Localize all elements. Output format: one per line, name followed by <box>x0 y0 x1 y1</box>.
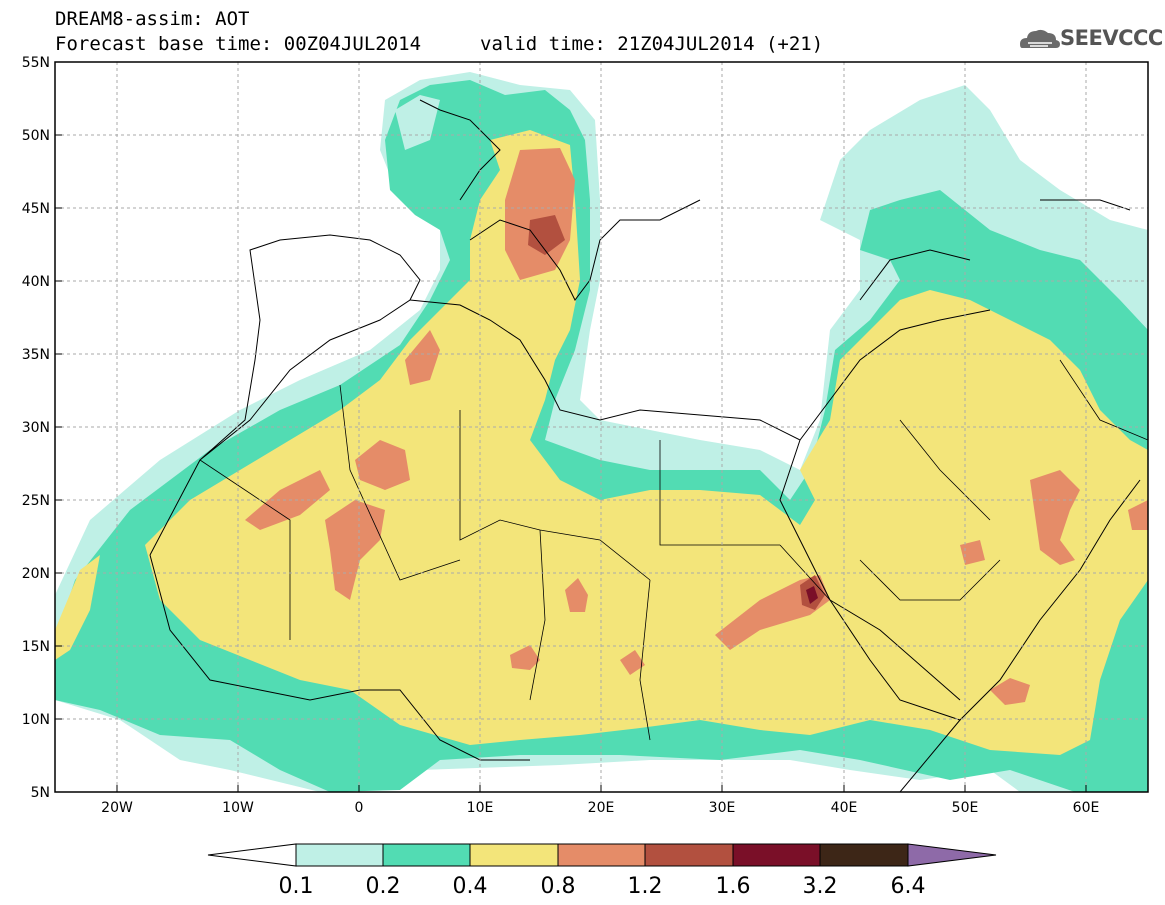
coastlines <box>149 99 1141 792</box>
lat-label: 10N <box>22 712 50 728</box>
colorbar-labels: 0.1 0.2 0.4 0.8 1.2 1.6 3.2 6.4 <box>279 874 926 899</box>
valid-time: valid time: 21Z04JUL2014 (+21) <box>480 33 824 55</box>
lon-label: 40E <box>831 800 858 816</box>
lon-label: 10W <box>222 800 254 816</box>
axis-ticks <box>55 134 1087 792</box>
colorbar-swatch <box>557 843 646 867</box>
lon-label: 10E <box>467 800 494 816</box>
colorbar-label: 1.6 <box>716 874 751 899</box>
colorbar-label: 0.1 <box>279 874 314 899</box>
lat-label: 30N <box>22 420 50 436</box>
colorbar-swatch <box>295 843 384 867</box>
aot-level-0.4 <box>55 130 1148 755</box>
aot-shaded-field <box>55 72 1148 792</box>
colorbar-label: 0.8 <box>541 874 576 899</box>
colorbar-label: 6.4 <box>891 874 926 899</box>
graticule <box>55 62 1148 792</box>
cloud-icon <box>1020 29 1060 48</box>
forecast-base-time: Forecast base time: 00Z04JUL2014 <box>55 33 422 55</box>
colorbar-swatch <box>382 843 471 867</box>
colorbar <box>207 843 997 867</box>
lat-label: 50N <box>22 128 50 144</box>
map-title: DREAM8-assim: AOT <box>55 8 250 30</box>
colorbar-under-arrow <box>207 843 297 867</box>
lat-label: 20N <box>22 566 50 582</box>
lon-label: 0 <box>355 800 364 816</box>
colorbar-swatch <box>469 843 559 867</box>
colorbar-swatch <box>819 843 909 867</box>
lon-label: 20W <box>101 800 133 816</box>
lat-label: 45N <box>22 201 50 217</box>
lon-label: 20E <box>588 800 615 816</box>
colorbar-over-arrow <box>907 843 997 867</box>
lat-label: 40N <box>22 274 50 290</box>
colorbar-label: 0.4 <box>453 874 488 899</box>
lat-label: 15N <box>22 639 50 655</box>
longitude-labels: 20W 10W 0 10E 20E 30E 40E 50E 60E <box>101 800 1099 816</box>
lon-label: 30E <box>709 800 736 816</box>
colorbar-swatch <box>644 843 734 867</box>
lon-label: 60E <box>1073 800 1100 816</box>
lat-label: 35N <box>22 347 50 363</box>
colorbar-label: 3.2 <box>803 874 838 899</box>
latitude-labels: 55N 50N 45N 40N 35N 30N 25N 20N 15N 10N … <box>22 55 50 801</box>
lat-label: 5N <box>31 785 50 801</box>
lon-label: 50E <box>952 800 979 816</box>
colorbar-label: 0.2 <box>366 874 401 899</box>
seevccc-logo-text: SEEVCCC <box>1060 26 1163 50</box>
aot-level-1.6 <box>806 586 818 604</box>
colorbar-label: 1.2 <box>628 874 663 899</box>
colorbar-swatch <box>732 843 821 867</box>
lat-label: 25N <box>22 493 50 509</box>
lat-label: 55N <box>22 55 50 71</box>
